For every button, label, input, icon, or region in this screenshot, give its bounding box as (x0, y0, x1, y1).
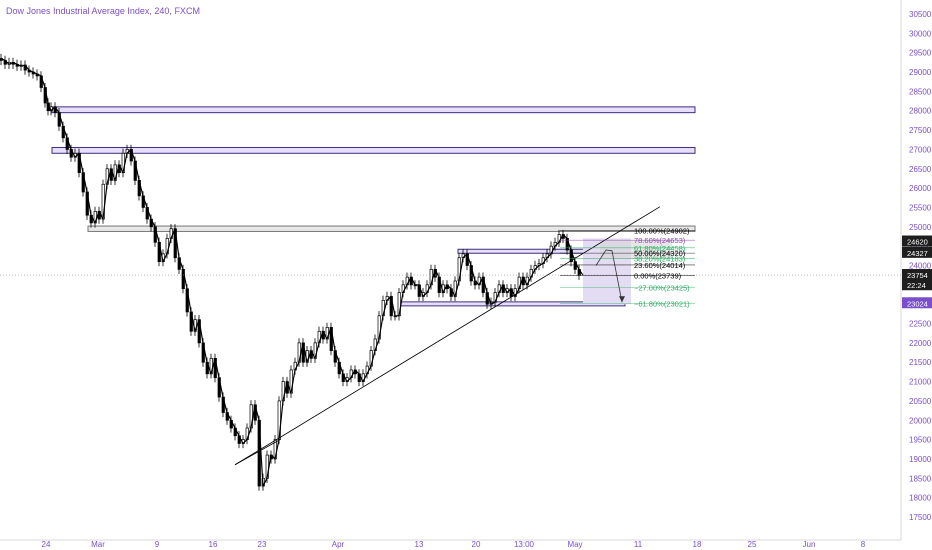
fib-level-label: 0.00%(23739) (634, 272, 682, 281)
price-tick-label: 27000 (909, 145, 932, 154)
price-tick-label: 27500 (909, 126, 932, 135)
price-tick-label: 28000 (909, 107, 932, 116)
fib-level-label: 61.80%(24458) (634, 244, 686, 253)
price-tick-label: 17500 (909, 513, 932, 522)
fib-level-label: −61.80%(23021) (634, 299, 690, 308)
price-label-text: 24620 (907, 238, 928, 247)
price-tick-label: 20500 (909, 397, 932, 406)
price-label-text: 23024 (907, 299, 928, 308)
price-tick-label: 30500 (909, 10, 932, 19)
price-tick-label: 26000 (909, 184, 932, 193)
time-tick-label: 24 (42, 540, 51, 549)
price-tick-label: 22000 (909, 339, 932, 348)
price-label-badge (902, 246, 932, 258)
price-label-badge (902, 269, 932, 281)
fib-level-label: 50.00%(24320) (634, 249, 686, 258)
price-tick-label: 25500 (909, 203, 932, 212)
price-tick-label: 26500 (909, 165, 932, 174)
price-label-text: 22:24 (907, 281, 926, 290)
time-tick-label: 16 (209, 540, 218, 549)
price-label-text: 24327 (907, 249, 928, 258)
price-tick-label: 29500 (909, 49, 932, 58)
price-label-badge (902, 235, 932, 247)
fib-shaded-band (600, 239, 672, 259)
time-tick-label: 11 (634, 540, 643, 549)
time-tick-label: 9 (155, 540, 160, 549)
projection-area (583, 238, 672, 305)
time-tick-label: 23 (258, 540, 267, 549)
price-tick-label: 18500 (909, 474, 932, 483)
price-line (0, 57, 584, 489)
projection-arrowhead (619, 296, 625, 303)
fib-level-label: 38.20%(24183) (634, 254, 686, 263)
time-tick-label: Jun (803, 540, 816, 549)
time-tick-label: 8 (861, 540, 866, 549)
time-tick-label: May (567, 540, 582, 549)
price-label-badge (902, 279, 932, 291)
price-zone (457, 248, 601, 254)
price-tick-label: 24000 (909, 262, 932, 271)
price-tick-label: 25000 (909, 223, 932, 232)
trendline (234, 439, 281, 466)
time-tick-label: 18 (693, 540, 702, 549)
time-tick-label: 25 (748, 540, 757, 549)
price-tick-label: 21500 (909, 358, 932, 367)
price-tick-label: 29000 (909, 68, 932, 77)
price-label-badge (902, 297, 932, 309)
price-tick-label: 24500 (909, 242, 932, 251)
support-resistance-zones (51, 106, 696, 307)
fib-level-label: −27.00%(23425) (634, 284, 690, 293)
price-zone (87, 225, 696, 232)
time-tick-label: 13:00 (514, 540, 535, 549)
price-tick-label: 22500 (909, 320, 932, 329)
price-tick-label: 30000 (909, 29, 932, 38)
time-tick-label: 13 (415, 540, 424, 549)
price-tick-label: 28500 (909, 87, 932, 96)
time-axis: 24 Mar 9 16 23 Apr 13 20 13:00 May 11 18 25 Jun 8 (0, 539, 901, 549)
fib-level-label: 23.60%(24014) (634, 261, 686, 270)
price-tick-label: 18000 (909, 494, 932, 503)
fib-level-label: 100.00%(24902) (634, 227, 690, 236)
trendlines (0, 206, 901, 466)
fibonacci-levels: 100.00%(24902)78.60%(24653)61.80%(24458)… (560, 227, 695, 308)
price-tick-label: 20000 (909, 416, 932, 425)
price-tick-label: 21000 (909, 378, 932, 387)
price-tick-label: 19000 (909, 455, 932, 464)
time-tick-label: Apr (332, 540, 345, 549)
price-zone (51, 106, 696, 114)
time-tick-label: Mar (91, 540, 105, 549)
price-label-text: 23754 (907, 271, 928, 280)
chart-title: Dow Jones Industrial Average Index, 240,… (6, 6, 200, 16)
time-tick-label: 20 (472, 540, 481, 549)
fib-level-label: 78.60%(24653) (634, 236, 686, 245)
projection-arrow (595, 249, 623, 303)
price-zone (51, 146, 696, 154)
trendline (234, 206, 661, 466)
price-tick-label: 19500 (909, 436, 932, 445)
price-series (0, 53, 584, 491)
